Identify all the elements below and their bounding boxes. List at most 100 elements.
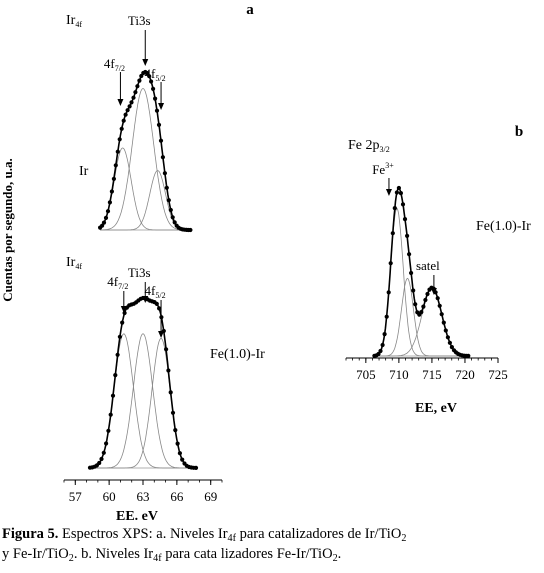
figure-caption: Figura 5. Espectros XPS: a. Niveles Ir4f… [2, 524, 542, 564]
data-point [111, 176, 116, 181]
data-point [166, 198, 171, 203]
peak-annotation: 4f5/2 [145, 66, 166, 83]
data-point [105, 209, 111, 214]
panel-a-x-axis: 57 60 63 66 69 [63, 479, 223, 504]
data-point [188, 227, 193, 233]
data-point [439, 312, 444, 317]
component-peak-2 [374, 277, 469, 357]
data-point [466, 353, 471, 358]
panel-a-top-series-label: Ir [79, 164, 89, 179]
fitted-envelope [99, 71, 191, 231]
data-point [177, 451, 182, 456]
data-point [154, 108, 160, 113]
data-point [423, 297, 428, 303]
data-point [158, 138, 164, 143]
data-point [135, 84, 140, 89]
panel-a-x-axis-label: EE. eV [116, 509, 158, 520]
peak-annotation: 4f7/2 [107, 274, 128, 291]
data-point [447, 340, 452, 345]
data-point [409, 270, 414, 276]
data-point [384, 314, 389, 319]
annotation-arrowhead [142, 59, 149, 66]
panel-a-bottom-series-label: Fe(1.0)-Ir [210, 347, 265, 362]
xps-figure: Cuentas por segundo, u.a. a b Ir4f Ir Ti… [0, 2, 531, 520]
data-point [398, 191, 403, 196]
data-point [147, 74, 152, 79]
panel-b-header: Fe 2p3/2 [348, 138, 390, 154]
panel-b-series-label: Fe(1.0)-Ir [476, 219, 531, 234]
annotation-arrowhead [142, 296, 149, 303]
data-point [378, 348, 383, 354]
data-point [170, 410, 176, 415]
data-point [145, 71, 150, 76]
data-point [419, 310, 424, 315]
data-point [108, 412, 113, 417]
annotation-arrowhead [158, 103, 165, 110]
data-point [168, 207, 173, 213]
data-point [117, 334, 122, 339]
data-point [449, 345, 454, 350]
data-point [139, 73, 144, 79]
data-point [445, 335, 450, 340]
data-point [164, 347, 169, 352]
data-point [407, 252, 412, 257]
x-tick-label: 63 [137, 489, 150, 504]
data-point [127, 104, 132, 109]
component-peak-2 [100, 88, 191, 231]
panel-b-letter: b [515, 124, 523, 140]
data-point [101, 220, 107, 225]
x-tick-label: 60 [103, 489, 116, 504]
data-point [115, 149, 120, 154]
data-point [157, 306, 162, 311]
caption-line-2: y Fe-Ir/TiO2. b. Niveles Ir4f para cata … [2, 546, 342, 564]
data-point [103, 215, 109, 220]
data-point [170, 215, 175, 220]
data-point [388, 261, 393, 266]
data-point [402, 217, 408, 222]
data-point [400, 202, 406, 207]
data-point [413, 302, 418, 307]
data-point [99, 456, 104, 462]
x-tick-label: 710 [389, 367, 409, 382]
data-point [120, 320, 125, 325]
panel-b-x-axis-label: EE, eV [415, 401, 457, 416]
data-point [154, 301, 159, 306]
data-point [376, 351, 381, 357]
peak-annotation: Ti3s [128, 13, 151, 28]
data-point [125, 108, 130, 113]
component-peak-1 [374, 207, 469, 357]
data-point [119, 126, 124, 131]
annotation-arrowhead [158, 331, 165, 338]
data-point [425, 291, 430, 297]
x-tick-label: 725 [488, 367, 508, 382]
panel-a-bottom-header: Ir4f [66, 255, 82, 271]
data-point [100, 223, 105, 228]
data-point [160, 155, 165, 160]
data-point [394, 190, 399, 195]
component-peak-1 [99, 147, 191, 231]
data-point [129, 100, 134, 105]
data-point [122, 310, 127, 316]
data-point [117, 137, 122, 142]
caption-line-1: Figura 5. Espectros XPS: a. Niveles Ir4f… [2, 526, 407, 544]
data-point [421, 304, 426, 309]
data-point [115, 352, 120, 357]
peak-annotation: satel [416, 258, 440, 273]
data-point [133, 90, 138, 95]
annotation-arrowhead [430, 288, 437, 295]
data-point [382, 332, 387, 337]
data-point [396, 185, 401, 191]
data-point [392, 206, 397, 211]
peak-annotation: Ti3s [128, 265, 151, 280]
data-point [164, 185, 169, 190]
annotation-arrowhead [117, 99, 124, 106]
data-point [123, 112, 128, 117]
peak-annotation: 4f5/2 [145, 283, 166, 300]
peak-annotation: 4f7/2 [104, 56, 125, 73]
x-tick-label: 69 [204, 489, 217, 504]
data-point [405, 233, 410, 238]
data-point [386, 290, 391, 295]
data-point [106, 428, 111, 433]
data-point [101, 450, 106, 455]
